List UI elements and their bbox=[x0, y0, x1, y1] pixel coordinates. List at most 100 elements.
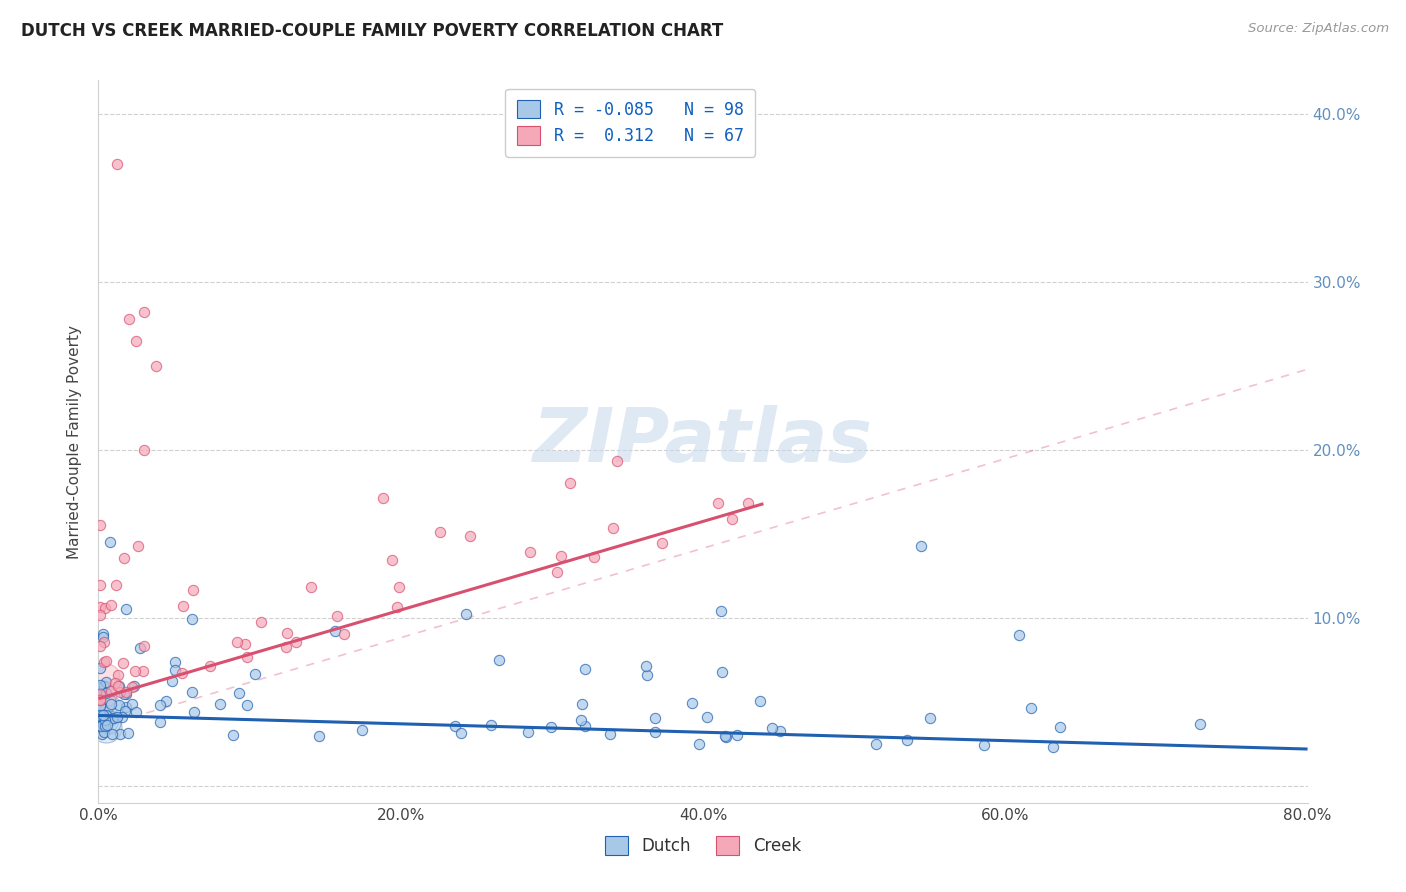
Point bbox=[371, 491, 394, 506]
Point bbox=[381, 553, 404, 567]
Point bbox=[121, 697, 143, 711]
Point bbox=[162, 673, 184, 688]
Point bbox=[228, 686, 250, 700]
Point bbox=[107, 679, 129, 693]
Point bbox=[284, 635, 307, 649]
Point bbox=[89, 517, 111, 532]
Point bbox=[122, 680, 145, 694]
Point bbox=[450, 726, 472, 740]
Point bbox=[125, 334, 148, 348]
Point bbox=[243, 667, 266, 681]
Point bbox=[299, 581, 322, 595]
Point bbox=[517, 725, 540, 739]
Point bbox=[100, 697, 122, 711]
Point bbox=[134, 639, 156, 653]
Point bbox=[1049, 720, 1071, 734]
Point bbox=[488, 653, 510, 667]
Point bbox=[155, 694, 177, 708]
Point bbox=[89, 678, 111, 692]
Point bbox=[651, 536, 673, 550]
Point bbox=[94, 719, 117, 733]
Point bbox=[107, 668, 129, 682]
Point bbox=[149, 698, 172, 713]
Point bbox=[181, 612, 204, 626]
Point bbox=[115, 687, 138, 701]
Point bbox=[93, 711, 115, 725]
Point bbox=[236, 698, 259, 712]
Point bbox=[98, 715, 121, 730]
Point bbox=[89, 692, 111, 706]
Point bbox=[725, 728, 748, 742]
Legend: Dutch, Creek: Dutch, Creek bbox=[593, 825, 813, 867]
Point bbox=[458, 528, 481, 542]
Point bbox=[720, 512, 742, 526]
Point bbox=[582, 549, 605, 564]
Point bbox=[91, 707, 114, 722]
Point bbox=[644, 711, 666, 725]
Point bbox=[634, 659, 657, 673]
Point bbox=[89, 699, 111, 714]
Point bbox=[550, 549, 572, 564]
Point bbox=[707, 496, 730, 510]
Point bbox=[108, 679, 131, 693]
Point bbox=[163, 655, 186, 669]
Point bbox=[761, 721, 783, 735]
Point bbox=[326, 609, 349, 624]
Point bbox=[200, 658, 222, 673]
Y-axis label: Married-Couple Family Poverty: Married-Couple Family Poverty bbox=[67, 325, 83, 558]
Point bbox=[91, 712, 114, 726]
Point bbox=[571, 697, 593, 711]
Text: Source: ZipAtlas.com: Source: ZipAtlas.com bbox=[1249, 22, 1389, 36]
Point bbox=[111, 710, 134, 724]
Point bbox=[103, 710, 125, 724]
Point bbox=[479, 717, 502, 731]
Point bbox=[644, 724, 666, 739]
Point bbox=[560, 475, 582, 490]
Point bbox=[125, 705, 148, 719]
Point bbox=[89, 639, 111, 653]
Point bbox=[696, 710, 718, 724]
Point bbox=[114, 704, 136, 718]
Point bbox=[94, 686, 117, 700]
Point bbox=[172, 599, 194, 613]
Point bbox=[276, 625, 298, 640]
Point bbox=[93, 695, 115, 709]
Point bbox=[108, 685, 131, 699]
Point bbox=[145, 359, 167, 373]
Point bbox=[222, 728, 245, 742]
Point bbox=[233, 638, 256, 652]
Point bbox=[180, 684, 202, 698]
Point bbox=[96, 718, 118, 732]
Point bbox=[108, 727, 131, 741]
Point bbox=[714, 730, 737, 744]
Point bbox=[737, 496, 759, 510]
Point bbox=[688, 737, 710, 751]
Point bbox=[132, 305, 155, 319]
Point bbox=[865, 737, 887, 751]
Point bbox=[93, 655, 115, 669]
Point bbox=[128, 641, 150, 656]
Point bbox=[91, 687, 114, 701]
Text: ZIPatlas: ZIPatlas bbox=[533, 405, 873, 478]
Point bbox=[91, 630, 114, 644]
Point bbox=[1008, 628, 1031, 642]
Point bbox=[89, 711, 111, 725]
Point bbox=[973, 738, 995, 752]
Point bbox=[115, 699, 138, 714]
Point bbox=[896, 732, 918, 747]
Point bbox=[91, 626, 114, 640]
Point bbox=[89, 685, 111, 699]
Point bbox=[352, 723, 374, 737]
Point bbox=[117, 726, 139, 740]
Point bbox=[208, 697, 231, 711]
Point bbox=[114, 685, 136, 699]
Point bbox=[96, 703, 118, 717]
Point bbox=[149, 714, 172, 729]
Point bbox=[100, 598, 122, 612]
Point bbox=[546, 566, 568, 580]
Point bbox=[112, 551, 135, 566]
Point bbox=[93, 634, 115, 648]
Point bbox=[429, 524, 451, 539]
Point bbox=[94, 670, 117, 684]
Point bbox=[681, 696, 703, 710]
